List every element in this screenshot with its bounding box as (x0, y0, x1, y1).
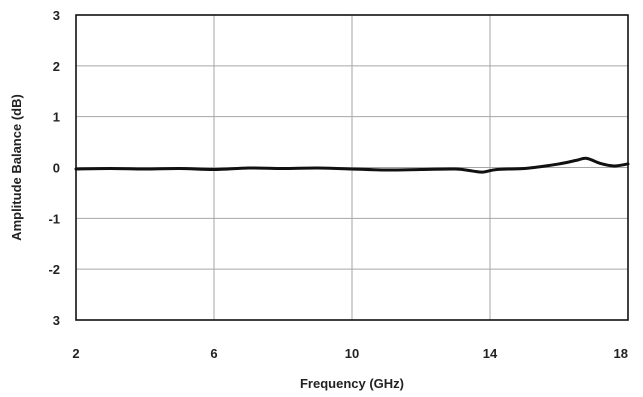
y-tick-label: -1 (48, 211, 60, 226)
x-tick-label: 14 (483, 346, 498, 361)
series-layer (74, 156, 630, 174)
y-tick-labels: 3 2 1 0 -1 -2 3 (48, 8, 60, 328)
y-tick-label: 0 (53, 161, 60, 176)
y-axis-title: Amplitude Balance (dB) (9, 94, 24, 241)
y-tick-label: 1 (53, 110, 60, 125)
x-tick-label: 18 (614, 346, 628, 361)
x-axis-title: Frequency (GHz) (300, 376, 404, 391)
y-tick-label: 3 (53, 8, 60, 23)
y-tick-label: 2 (53, 59, 60, 74)
y-tick-label: -2 (48, 262, 60, 277)
plot-frame (75, 14, 629, 321)
series-line (74, 156, 630, 174)
x-tick-label: 10 (345, 346, 359, 361)
x-tick-labels: 2 6 10 14 18 (72, 346, 628, 361)
y-tick-label: 3 (53, 313, 60, 328)
x-tick-label: 2 (72, 346, 79, 361)
x-tick-label: 6 (210, 346, 217, 361)
